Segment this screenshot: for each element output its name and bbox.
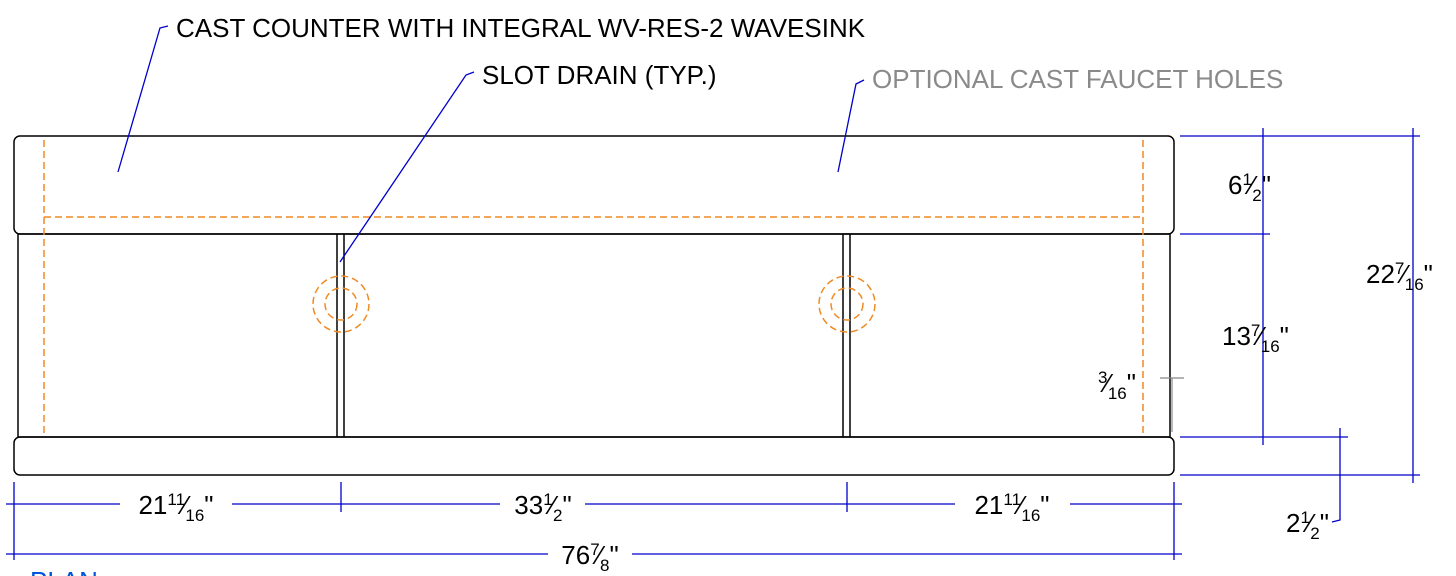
dimension-whole: 33 [514,490,543,520]
dimension-whole: 6 [1228,170,1242,200]
dimension-denominator: 16 [185,506,204,525]
dimension-unit: " [1040,490,1049,520]
dimension-unit: " [562,490,571,520]
dimension-denominator: 16 [1021,506,1040,525]
dimension-text: 227⁄16" [1366,259,1433,294]
dimension-numerator: 3 [1098,368,1107,387]
callout: CAST COUNTER WITH INTEGRAL WV-RES-2 WAVE… [176,13,866,43]
dimension-text: 21⁄2" [1286,508,1329,543]
dimension-numerator: 1 [1300,508,1309,527]
dimension-text: 2111⁄16" [138,490,213,525]
dimension-unit: " [609,540,618,570]
dimension-unit: " [1127,368,1136,398]
sink-outline [13,135,1175,476]
dimension-denominator: 16 [1405,275,1424,294]
callout: SLOT DRAIN (TYP.) [482,60,717,90]
dimension-unit: " [204,490,213,520]
dimension-whole: 76 [561,540,590,570]
dimension-text: 3⁄16" [1098,368,1136,403]
dimension-numerator: 11 [1003,490,1021,509]
dimension-denominator: 2 [1252,186,1261,205]
dimension-unit: " [1280,321,1289,351]
dimension-numerator: 1 [543,490,552,509]
dimension-numerator: 7 [1251,321,1260,340]
dimension-whole: 21 [138,490,167,520]
dimension-text: 767⁄8" [561,540,618,575]
dimension-numerator: 7 [590,540,599,559]
dimension-numerator: 11 [167,490,185,509]
dimension-whole: 13 [1222,321,1251,351]
dimension-unit: " [1320,508,1329,538]
dimension-text: 61⁄2" [1228,170,1271,205]
dimension-denominator: 8 [600,556,609,575]
dimension-text: 137⁄16" [1222,321,1289,356]
dimension-whole: 22 [1366,259,1395,289]
callout: OPTIONAL CAST FAUCET HOLES [872,64,1283,94]
dimension-unit: " [1424,259,1433,289]
dimension-denominator: 2 [553,506,562,525]
dimension-text: 331⁄2" [514,490,571,525]
dimension-unit: " [1262,170,1271,200]
dimension-whole: 21 [974,490,1003,520]
dimension-whole: 2 [1286,508,1300,538]
dimension-numerator: 1 [1242,170,1251,189]
view-label: PLAN [30,566,98,576]
leaders [117,25,865,263]
hidden-lines [43,140,1144,437]
dimension-text: 2111⁄16" [974,490,1049,525]
dimension-denominator: 16 [1261,337,1280,356]
dimension-denominator: 16 [1108,384,1127,403]
dimension-denominator: 2 [1310,524,1319,543]
dimension-lines [6,128,1420,560]
dimension-numerator: 7 [1395,259,1404,278]
